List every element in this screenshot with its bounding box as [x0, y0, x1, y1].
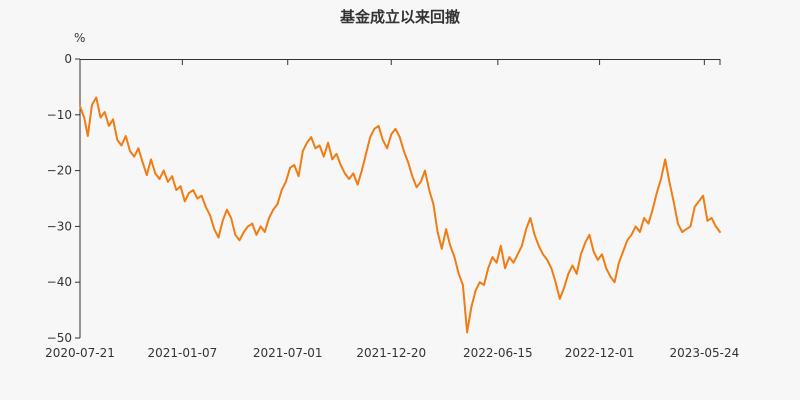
y-axis-unit: %: [74, 31, 85, 45]
x-tick-label: 2021-01-07: [147, 346, 217, 360]
x-tick-label: 2021-07-01: [253, 346, 323, 360]
y-axis-ticks: 0 −10 −20 −30 −40 −50: [47, 52, 80, 345]
x-tick-label: 2021-12-20: [356, 346, 426, 360]
y-tick-label: −40: [47, 275, 72, 289]
y-tick-label: −10: [47, 108, 72, 122]
y-tick-label: −30: [47, 219, 72, 233]
x-tick-label: 2022-12-01: [565, 346, 635, 360]
series-layer: [79, 96, 721, 334]
drawdown-line: [79, 96, 721, 334]
x-axis-ticks: 2020-07-21 2021-01-07 2021-07-01 2021-12-20…: [45, 59, 739, 360]
x-tick-label: 2023-05-24: [669, 346, 739, 360]
y-tick-label: −20: [47, 164, 72, 178]
chart-title: 基金成立以来回撤: [339, 8, 460, 26]
y-tick-label: −50: [47, 331, 72, 345]
x-tick-label: 2020-07-21: [45, 346, 115, 360]
x-tick-label: 2022-06-15: [463, 346, 533, 360]
y-tick-label: 0: [64, 52, 72, 66]
